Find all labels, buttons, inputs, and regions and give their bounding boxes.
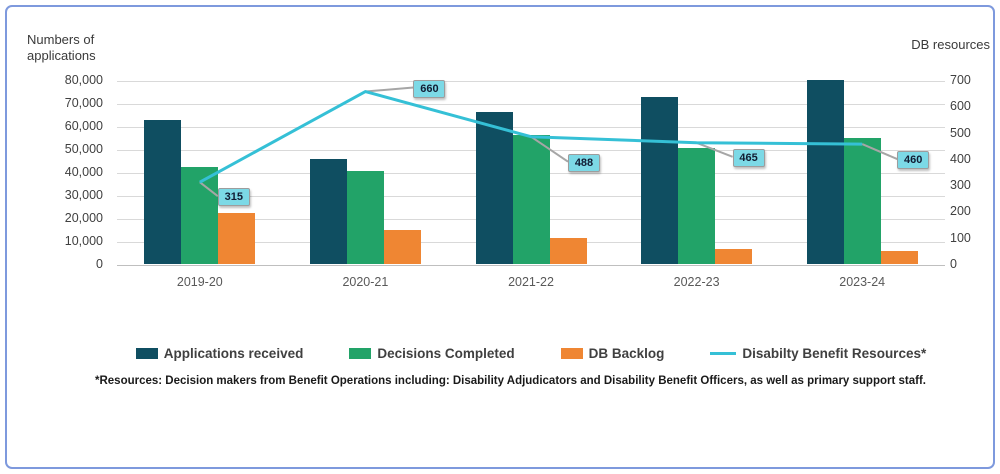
legend-item-decisions-completed: Decisions Completed: [349, 346, 515, 361]
line-data-label: 315: [217, 188, 250, 207]
bar-decisions-completed: [181, 167, 219, 264]
gridline: [117, 104, 945, 105]
right-axis-ticks: 700 600 500 400 300 200 100 0: [948, 73, 1000, 271]
legend-item-applications-received: Applications received: [135, 346, 304, 361]
legend-swatch-line: [710, 352, 737, 355]
bar-decisions-completed: [346, 170, 384, 264]
bar-db-backlog: [549, 237, 587, 264]
right-tick-label: 200: [950, 204, 971, 219]
left-tick-label: 10,000: [64, 234, 103, 248]
bar-applications-received: [475, 112, 513, 264]
legend-item-db-backlog: DB Backlog: [560, 346, 665, 361]
x-axis-label: 2019-20: [176, 275, 223, 289]
right-tick-label: 600: [950, 99, 971, 114]
gridline: [117, 81, 945, 82]
right-tick-label: 500: [950, 125, 971, 140]
bar-db-backlog: [715, 249, 753, 264]
right-tick-label: 0: [950, 257, 957, 271]
line-data-label: 460: [897, 151, 930, 170]
legend-label: Applications received: [163, 346, 304, 361]
footnote: *Resources: Decision makers from Benefit…: [95, 375, 926, 387]
right-axis-title: DB resources: [911, 37, 990, 52]
bar-applications-received: [144, 120, 182, 264]
line-data-label: 488: [568, 153, 600, 172]
x-axis-line: [117, 265, 945, 266]
x-axis-label: 2022-23: [673, 275, 720, 289]
line-data-label: 465: [732, 148, 765, 167]
resources-line-svg: [199, 86, 898, 197]
left-axis-title: Numbers of applications: [27, 32, 96, 64]
left-tick-label: 50,000: [64, 142, 103, 156]
left-tick-label: 70,000: [64, 96, 103, 110]
legend-label: DB Backlog: [588, 346, 665, 361]
bar-db-backlog: [218, 213, 256, 264]
x-axis-label: 2023-24: [839, 275, 886, 289]
line-data-label: 660: [413, 79, 446, 98]
left-axis-ticks: 80,000 70,000 60,000 50,000 40,000 30,000 20,0…: [0, 73, 110, 271]
left-tick-label: 0: [96, 257, 103, 271]
legend-swatch-bar: [349, 348, 372, 359]
chart-legend: Applications received Decisions Completed…: [117, 346, 945, 361]
bar-decisions-completed: [843, 137, 881, 264]
bar-applications-received: [806, 80, 844, 264]
left-tick-label: 40,000: [64, 165, 103, 179]
left-tick-label: 60,000: [64, 119, 103, 133]
bar-decisions-completed: [678, 147, 716, 264]
x-axis-label: 2021-22: [508, 275, 554, 289]
legend-item-disabilty-benefit-resources-: Disabilty Benefit Resources*: [710, 346, 926, 361]
right-tick-label: 300: [950, 178, 971, 193]
bar-db-backlog: [880, 251, 918, 264]
legend-swatch-bar: [135, 348, 158, 359]
legend-label: Decisions Completed: [377, 346, 515, 361]
left-tick-label: 80,000: [64, 73, 103, 87]
left-tick-label: 20,000: [64, 211, 103, 225]
left-tick-label: 30,000: [64, 188, 103, 202]
legend-label: Disabilty Benefit Resources*: [742, 346, 927, 361]
plot-area: 2019-20 2020-21 2021-22 2022-23 2023-24 315 66…: [117, 79, 945, 289]
legend-swatch-bar: [560, 348, 583, 359]
right-tick-label: 100: [950, 230, 971, 245]
gridline: [117, 127, 945, 128]
x-axis-label: 2020-21: [342, 275, 389, 289]
bar-decisions-completed: [512, 135, 550, 264]
bar-db-backlog: [383, 229, 421, 264]
bar-applications-received: [641, 97, 679, 264]
bar-applications-received: [309, 159, 347, 264]
resources-line: [199, 90, 863, 184]
right-tick-label: 700: [950, 73, 971, 87]
right-tick-label: 400: [950, 151, 971, 166]
